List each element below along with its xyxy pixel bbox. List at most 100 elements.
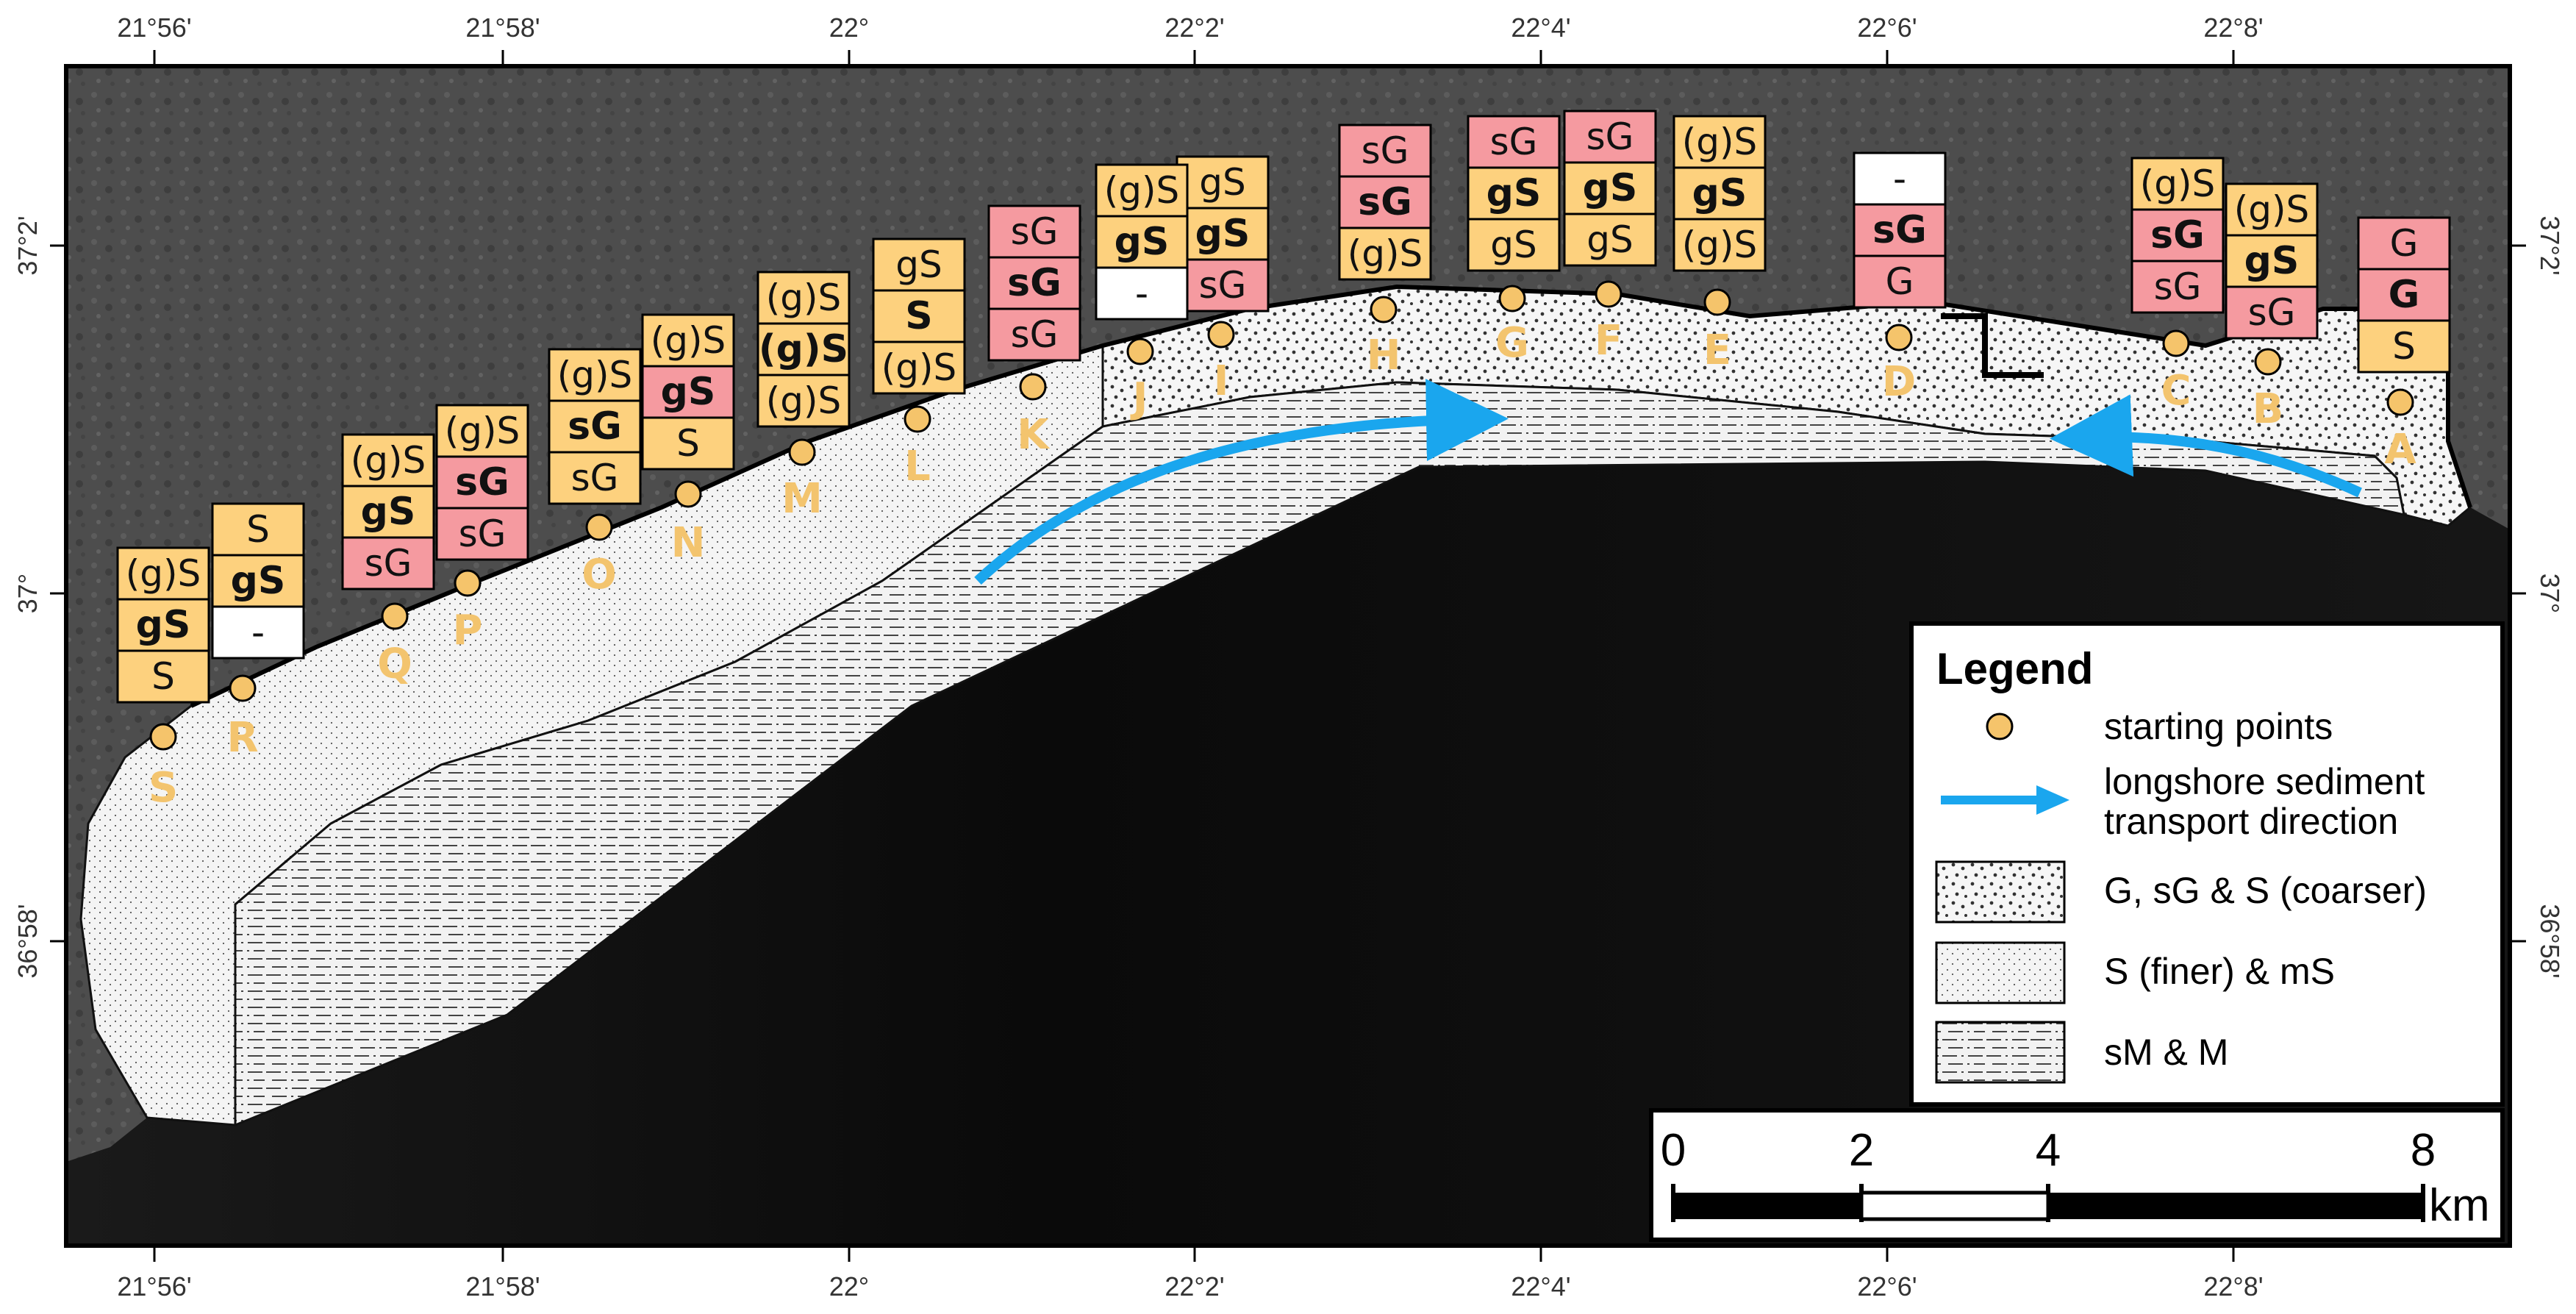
sample-label: sG — [455, 460, 509, 504]
top-tick-label: 22° — [829, 13, 869, 43]
sample-box — [1563, 161, 1657, 215]
scale-label-2: 2 — [1849, 1125, 1874, 1176]
top-tick-label: 22°2' — [1164, 13, 1224, 43]
legend: Legend starting points longshore sedimen… — [1909, 621, 2505, 1107]
station-letter: M — [781, 475, 823, 523]
sample-label: sG — [1872, 208, 1927, 252]
station-h: sG sG (g)S H — [1338, 124, 1432, 379]
sample-label: sG — [2248, 291, 2296, 334]
sample-box — [211, 554, 305, 608]
sample-label: S — [151, 655, 175, 698]
starting-point-marker — [1370, 296, 1398, 324]
station-letter: C — [2161, 367, 2191, 415]
right-tick-label: 37°2' — [2535, 215, 2565, 275]
top-tick-label: 21°56' — [117, 13, 191, 43]
station-letter: E — [1703, 326, 1731, 374]
sample-label: S — [2392, 325, 2416, 368]
scale-bar: 0 2 4 8 km — [1649, 1108, 2505, 1242]
station-letter: O — [582, 551, 617, 599]
sample-label: sG — [365, 542, 412, 585]
station-letter: J — [1130, 374, 1148, 422]
scale-unit: km — [2429, 1180, 2490, 1231]
starting-point-marker — [1019, 373, 1047, 401]
sample-label: (g)S — [766, 276, 842, 319]
sample-box — [1563, 110, 1657, 164]
legend-title: Legend — [1936, 644, 2093, 693]
station-c: (g)S sG sG C — [2130, 157, 2225, 415]
sample-box — [1176, 258, 1270, 313]
legend-transport-label-2: transport direction — [2104, 801, 2398, 842]
starting-point-marker — [381, 602, 409, 630]
sample-box — [641, 416, 735, 471]
bottom-tick-label: 22°8' — [2203, 1271, 2263, 1301]
sample-label: sG — [1362, 129, 1409, 172]
sample-label: S — [905, 294, 932, 338]
sample-label: (g)S — [126, 552, 201, 595]
starting-point-marker — [2254, 348, 2282, 376]
legend-coarse-label: G, sG & S (coarser) — [2104, 870, 2427, 911]
sample-label: sG — [1011, 313, 1059, 356]
sample-box — [435, 507, 529, 561]
sample-box — [1095, 266, 1189, 321]
transport-arrows — [974, 379, 2362, 585]
sample-label: (g)S — [759, 327, 848, 371]
sample-box — [1563, 213, 1657, 267]
sample-label: gS — [1692, 171, 1747, 215]
station-q: (g)S gS sG Q — [341, 433, 435, 688]
sample-label: (g)S — [651, 319, 726, 362]
legend-starting-points-label: starting points — [2104, 706, 2333, 747]
sample-box — [1853, 254, 1947, 309]
scale-bar-box — [1649, 1108, 2505, 1242]
sample-box — [1338, 124, 1432, 178]
sample-label: gS — [1586, 218, 1633, 261]
scale-label-8: 8 — [2411, 1125, 2436, 1176]
station-n: (g)S gS S N — [641, 313, 735, 567]
station-letter: B — [2253, 385, 2284, 433]
sample-box — [756, 322, 851, 376]
sample-box — [1853, 151, 1947, 206]
sample-label: gS — [361, 490, 416, 534]
station-letter: N — [671, 519, 706, 567]
starting-point-marker — [674, 480, 702, 508]
starting-point-marker — [904, 405, 931, 433]
sample-box — [641, 313, 735, 368]
sample-label: sG — [1490, 121, 1538, 163]
sample-box — [1338, 175, 1432, 229]
sample-label: gS — [1490, 224, 1536, 266]
sample-label: - — [1893, 157, 1906, 200]
sample-box — [756, 374, 851, 428]
sample-box — [987, 307, 1081, 362]
sample-box — [1095, 215, 1189, 269]
station-o: (g)S sG sG O — [548, 348, 642, 599]
sample-box — [2357, 216, 2451, 271]
map-border — [64, 64, 2512, 1248]
scale-label-0: 0 — [1661, 1125, 1686, 1176]
starting-point-marker — [1207, 321, 1235, 349]
station-r: SgS - R — [211, 502, 305, 762]
sample-label: (g)S — [881, 346, 957, 389]
sample-label: S — [246, 508, 270, 551]
starting-point-marker — [1885, 324, 1913, 351]
sample-box — [548, 348, 642, 402]
transport-arrow-east — [2050, 394, 2362, 498]
station-letter: G — [1495, 319, 1529, 367]
station-letter: A — [2384, 426, 2416, 474]
station-letter: Q — [377, 640, 412, 688]
sample-label: sG — [459, 513, 507, 555]
sample-label: sG — [1011, 210, 1059, 253]
sample-label: gS — [1115, 220, 1170, 264]
sample-label: sG — [2154, 265, 2202, 308]
sample-label: gS — [136, 603, 191, 647]
sample-box — [548, 451, 642, 505]
legend-point-symbol — [1986, 713, 2014, 740]
legend-transport-label-1: longshore sediment — [2104, 761, 2425, 802]
stations-layer: GGSA(g)SgSsGB(g)SsGsGC-sGGD(g)SgS(g)SEsG… — [116, 110, 2451, 812]
sample-box — [211, 605, 305, 660]
sample-label: - — [1135, 272, 1148, 315]
sample-box — [2357, 319, 2451, 374]
station-d: - sG G D — [1853, 151, 1947, 406]
station-m: (g)S (g)S (g)S M — [756, 271, 851, 523]
station-e: (g)S gS (g)S E — [1672, 115, 1767, 374]
sample-label: gS — [1486, 171, 1542, 215]
